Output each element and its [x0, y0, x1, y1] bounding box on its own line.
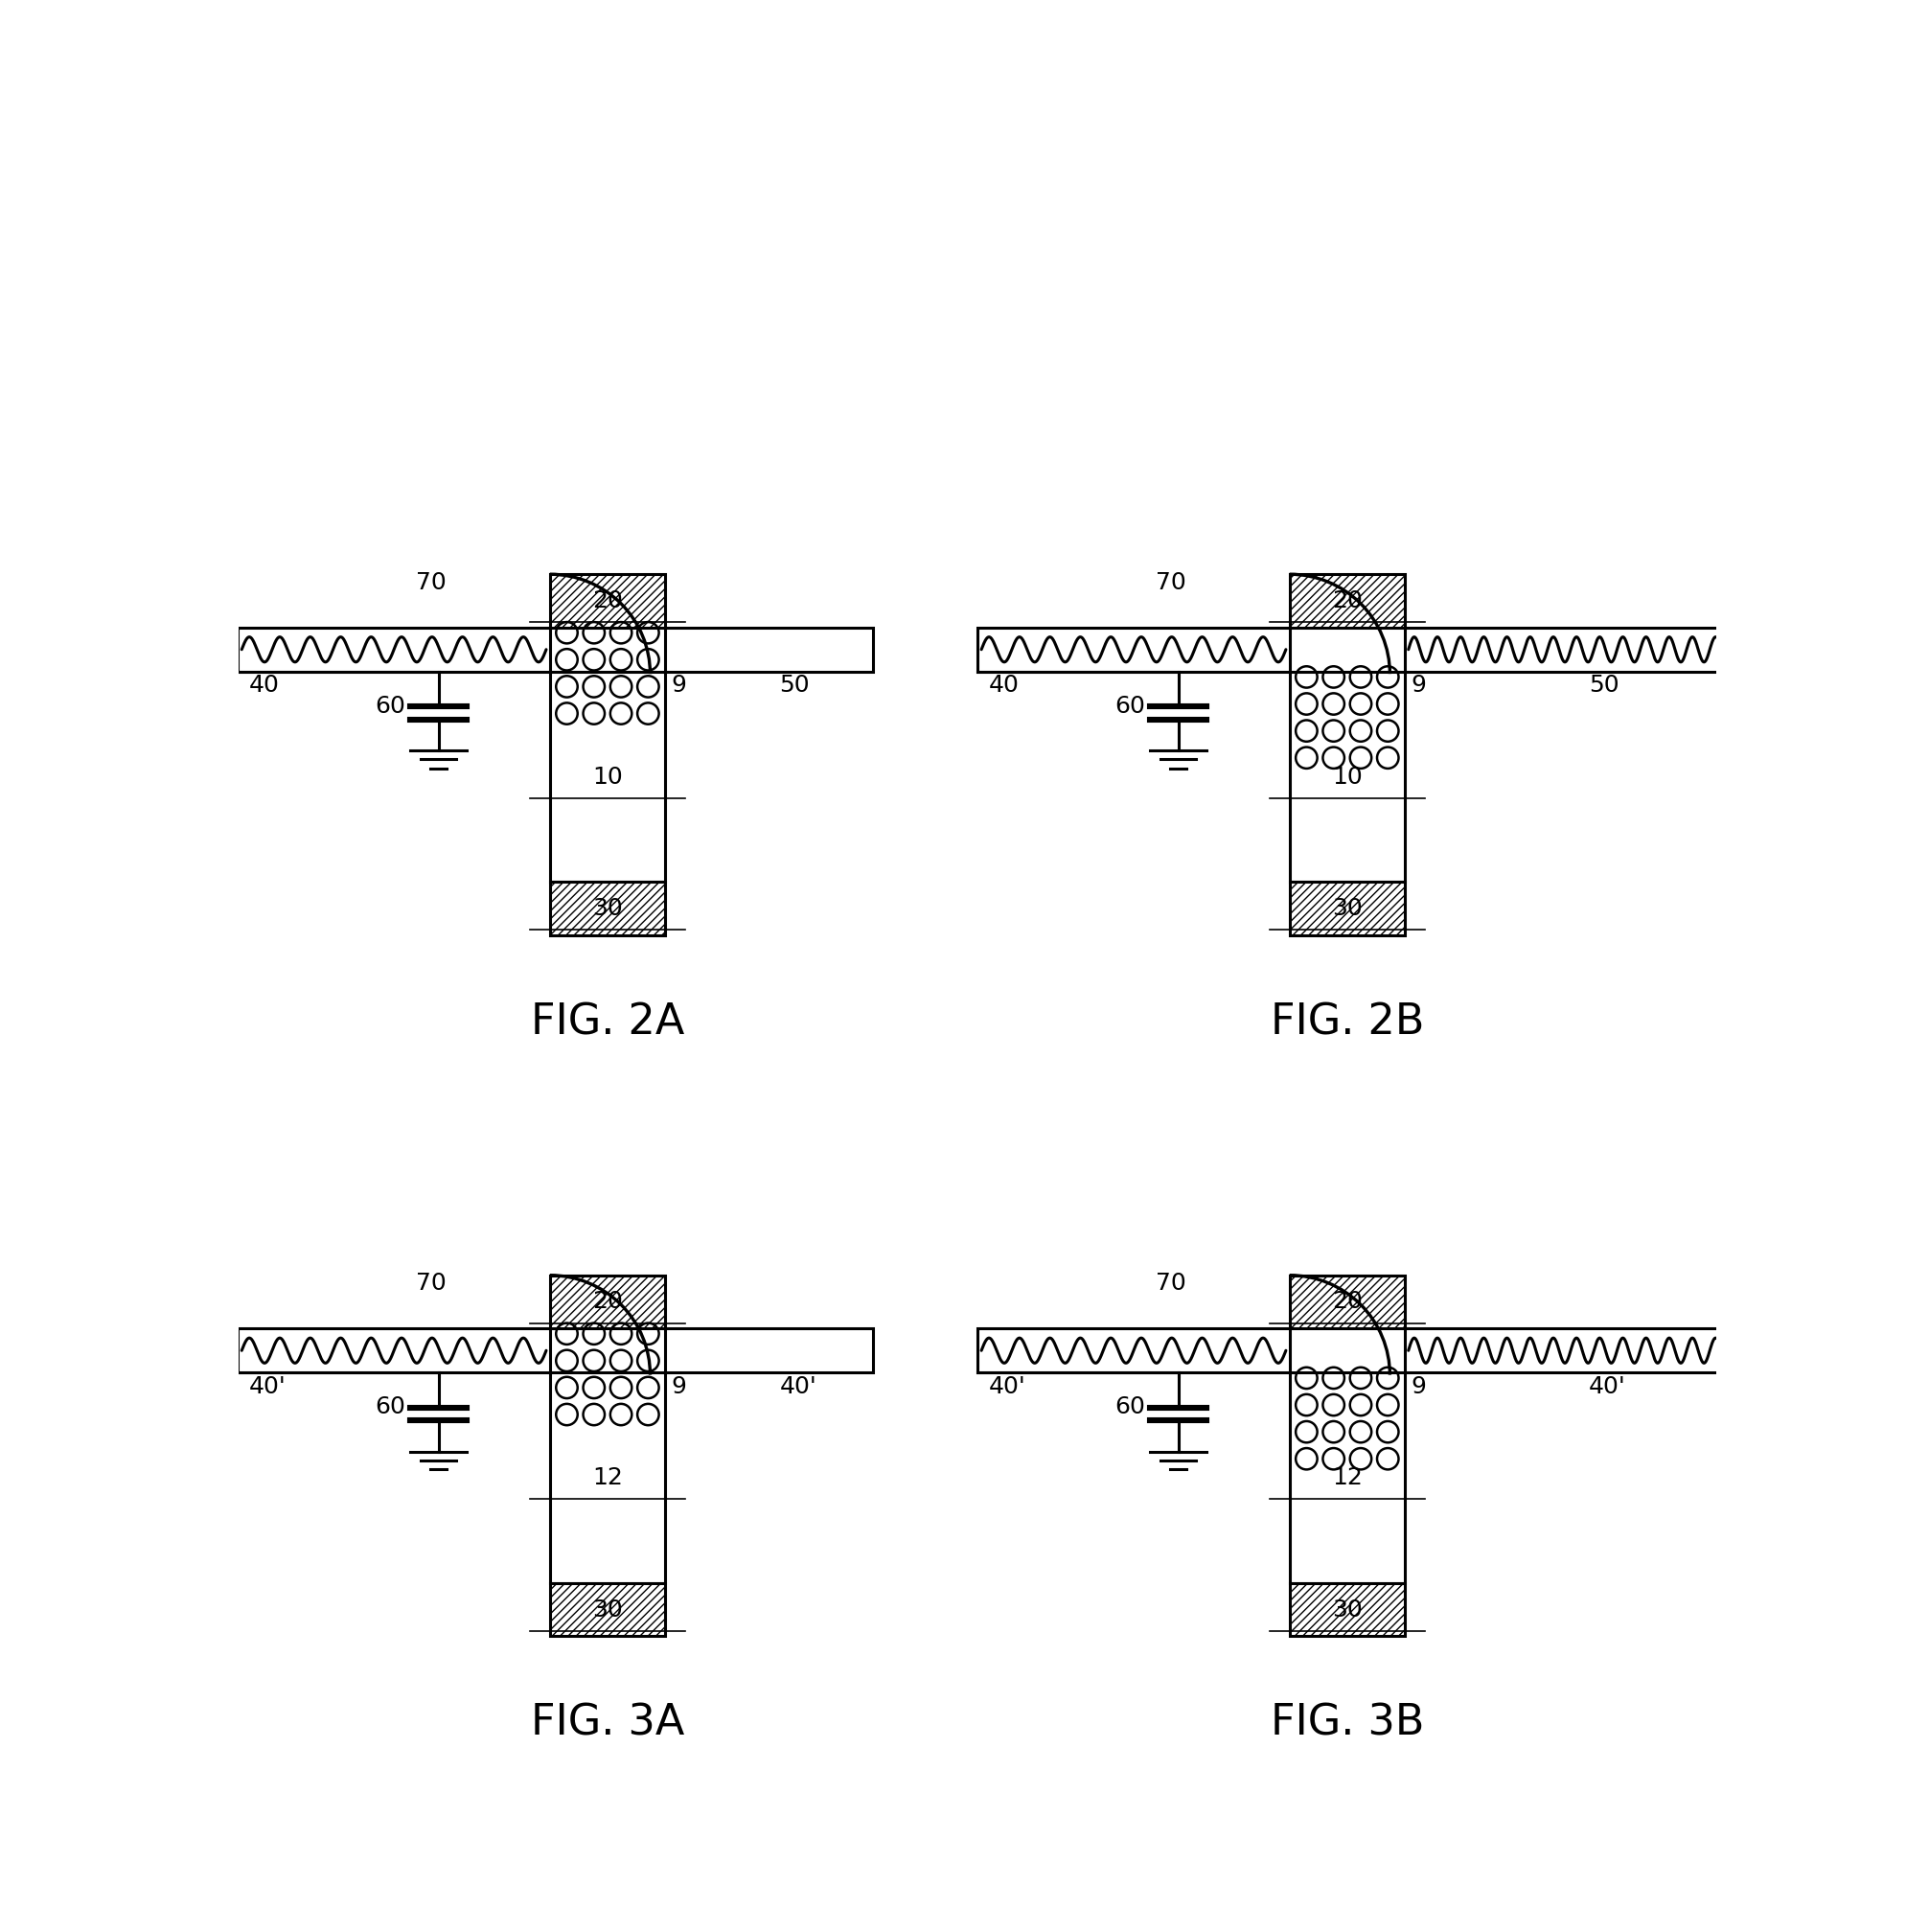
- Text: FIG. 2A: FIG. 2A: [530, 1001, 684, 1043]
- Bar: [1405, 1329, 1738, 1372]
- Bar: [549, 574, 665, 628]
- Bar: [1288, 1582, 1405, 1636]
- Text: 40': 40': [1588, 1376, 1624, 1399]
- Bar: [238, 1329, 549, 1372]
- Text: 9: 9: [671, 674, 686, 697]
- Bar: [1288, 672, 1405, 881]
- Bar: [1288, 574, 1405, 628]
- Text: 50: 50: [1588, 674, 1618, 697]
- Text: 70: 70: [416, 1271, 446, 1294]
- Text: 40': 40': [250, 1376, 286, 1399]
- Bar: [1288, 1275, 1405, 1329]
- Bar: [1405, 628, 1738, 672]
- Text: 12: 12: [1330, 1466, 1361, 1490]
- Text: 10: 10: [593, 765, 623, 788]
- Text: 30: 30: [593, 896, 623, 920]
- Text: 9: 9: [671, 1376, 686, 1399]
- Text: 30: 30: [1330, 1598, 1361, 1621]
- Text: 10: 10: [1330, 765, 1361, 788]
- Text: 70: 70: [416, 570, 446, 593]
- Bar: [549, 1582, 665, 1636]
- Text: 20: 20: [593, 589, 623, 612]
- Text: 20: 20: [1330, 1291, 1361, 1314]
- Bar: [978, 628, 1288, 672]
- Text: 40': 40': [780, 1376, 816, 1399]
- Text: 12: 12: [593, 1466, 623, 1490]
- Bar: [238, 628, 549, 672]
- Text: 50: 50: [780, 674, 810, 697]
- Text: 60: 60: [1115, 1395, 1146, 1418]
- Bar: [665, 628, 873, 672]
- Bar: [549, 672, 665, 881]
- Text: 40': 40': [989, 1376, 1025, 1399]
- Text: 70: 70: [1155, 1271, 1186, 1294]
- Bar: [1288, 1372, 1405, 1582]
- Bar: [978, 1329, 1288, 1372]
- Text: 9: 9: [1410, 674, 1426, 697]
- Text: 60: 60: [375, 1395, 406, 1418]
- Text: 20: 20: [593, 1291, 623, 1314]
- Text: 30: 30: [1330, 896, 1361, 920]
- Text: FIG. 3A: FIG. 3A: [530, 1702, 684, 1745]
- Text: 9: 9: [1410, 1376, 1426, 1399]
- Text: 20: 20: [1330, 589, 1361, 612]
- Bar: [1288, 881, 1405, 935]
- Bar: [549, 1372, 665, 1582]
- Text: FIG. 3B: FIG. 3B: [1269, 1702, 1424, 1745]
- Text: 30: 30: [593, 1598, 623, 1621]
- Text: 40: 40: [989, 674, 1020, 697]
- Text: 60: 60: [375, 696, 406, 719]
- Text: 60: 60: [1115, 696, 1146, 719]
- Bar: [549, 881, 665, 935]
- Bar: [549, 1275, 665, 1329]
- Text: 70: 70: [1155, 570, 1186, 593]
- Text: 40: 40: [250, 674, 280, 697]
- Bar: [665, 1329, 873, 1372]
- Text: FIG. 2B: FIG. 2B: [1269, 1001, 1424, 1043]
